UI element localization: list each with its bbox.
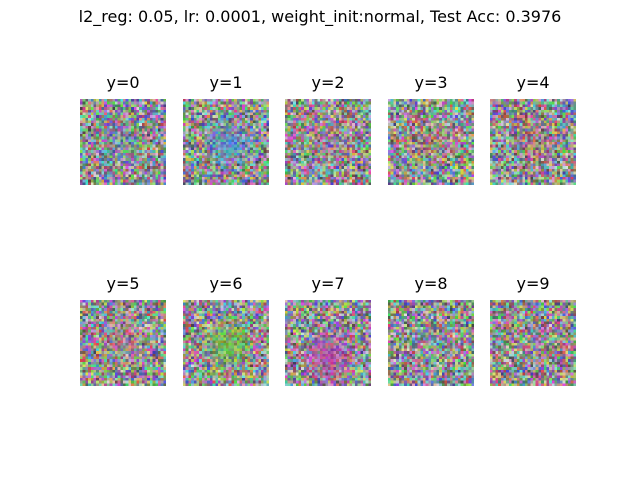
weight-panel-5: y=5 bbox=[80, 274, 166, 386]
weight-panel-0: y=0 bbox=[80, 73, 166, 185]
panel-label: y=2 bbox=[311, 73, 345, 92]
weight-image bbox=[285, 99, 371, 185]
panel-label: y=4 bbox=[516, 73, 550, 92]
weight-panel-4: y=4 bbox=[490, 73, 576, 185]
weight-image bbox=[388, 300, 474, 386]
weight-image bbox=[80, 99, 166, 185]
weight-image bbox=[183, 99, 269, 185]
weight-panel-9: y=9 bbox=[490, 274, 576, 386]
weight-image bbox=[490, 300, 576, 386]
weight-panel-1: y=1 bbox=[183, 73, 269, 185]
weight-image bbox=[285, 300, 371, 386]
panel-label: y=3 bbox=[414, 73, 448, 92]
panel-label: y=7 bbox=[311, 274, 345, 293]
figure-title: l2_reg: 0.05, lr: 0.0001, weight_init:no… bbox=[78, 7, 562, 26]
panel-label: y=8 bbox=[414, 274, 448, 293]
weight-panel-2: y=2 bbox=[285, 73, 371, 185]
weight-image bbox=[183, 300, 269, 386]
panel-label: y=0 bbox=[106, 73, 140, 92]
panel-label: y=5 bbox=[106, 274, 140, 293]
weight-panel-7: y=7 bbox=[285, 274, 371, 386]
panel-label: y=6 bbox=[209, 274, 243, 293]
weight-image bbox=[388, 99, 474, 185]
weight-image bbox=[490, 99, 576, 185]
panel-label: y=1 bbox=[209, 73, 243, 92]
weight-panel-6: y=6 bbox=[183, 274, 269, 386]
panel-label: y=9 bbox=[516, 274, 550, 293]
weight-panel-3: y=3 bbox=[388, 73, 474, 185]
weight-image bbox=[80, 300, 166, 386]
weight-panel-8: y=8 bbox=[388, 274, 474, 386]
